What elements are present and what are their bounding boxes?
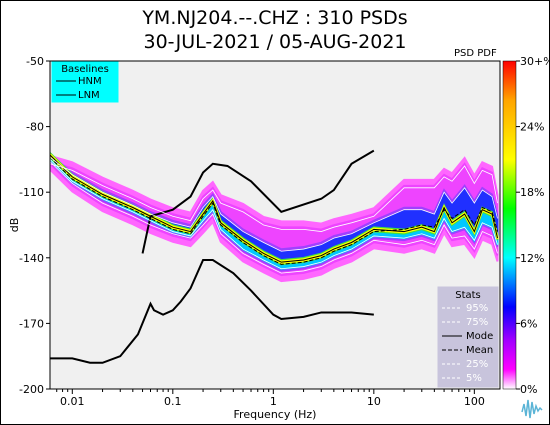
series-line-5pct	[50, 161, 498, 274]
y-tick-label: -200	[19, 383, 44, 396]
colorbar-label: PSD PDF	[454, 48, 497, 59]
legend-entry-95: 95%	[466, 303, 488, 314]
colorbar-ticks: 30+% 24% 18% 12% 6% 0%	[516, 55, 550, 396]
y-axis: -50 -80 -110 -140 -170 -200	[19, 55, 50, 396]
x-tick-label: 0.1	[164, 395, 182, 408]
legend-entry-mean: Mean	[466, 345, 493, 356]
colorbar-tick-label: 6%	[520, 317, 537, 330]
legend-entry-5: 5%	[466, 373, 482, 384]
baselines-legend: Baselines HNM LNM	[51, 61, 119, 103]
y-axis-label: dB	[8, 218, 21, 233]
series-line-mode	[50, 154, 498, 263]
colorbar	[502, 60, 517, 390]
series-line-95pct	[50, 163, 498, 232]
plot-border	[49, 60, 501, 390]
baselines-legend-title: Baselines	[61, 64, 109, 75]
colorbar-tick-label: 0%	[520, 383, 537, 396]
x-axis-label: Frequency (Hz)	[234, 408, 317, 421]
series-line-hnm	[141, 149, 375, 254]
y-tick-label: -140	[19, 252, 44, 265]
y-tick-label: -80	[26, 121, 44, 134]
colorbar-tick-label: 18%	[520, 186, 544, 199]
x-tick-label: 100	[464, 395, 485, 408]
series-line-lnm	[50, 258, 374, 364]
logo-icon	[519, 396, 547, 422]
legend-entry-25: 25%	[466, 359, 488, 370]
legend-entry-hnm: HNM	[78, 76, 102, 87]
stats-legend: Stats 95% 75% Mode Mean 25% 5%	[437, 286, 499, 388]
y-tick-label: -110	[19, 186, 44, 199]
y-tick-label: -50	[26, 55, 44, 68]
density-outer-band	[50, 154, 499, 283]
chart-title: YM.NJ204.--.CHZ : 310 PSDs	[142, 7, 408, 29]
stats-legend-title: Stats	[455, 290, 481, 301]
legend-entry-lnm: LNM	[78, 90, 100, 101]
y-tick-label: -170	[19, 317, 44, 330]
series-line-mean	[50, 156, 498, 265]
legend-entry-75: 75%	[466, 317, 488, 328]
legend-entry-mode: Mode	[466, 331, 493, 342]
colorbar-tick-label: 30+%	[520, 55, 550, 68]
series-line-25pct	[50, 159, 498, 270]
x-tick-label: 10	[367, 395, 381, 408]
x-tick-label: 0.01	[60, 395, 85, 408]
series-lines	[50, 149, 498, 364]
chart-subtitle: 30-JUL-2021 / 05-AUG-2021	[143, 31, 407, 53]
x-tick-label: 1	[270, 395, 277, 408]
colorbar-tick-label: 12%	[520, 252, 544, 265]
colorbar-tick-label: 24%	[520, 121, 544, 134]
x-axis: 0.01 0.1 1 10 100	[56, 389, 485, 408]
series-line-75pct	[50, 156, 498, 252]
